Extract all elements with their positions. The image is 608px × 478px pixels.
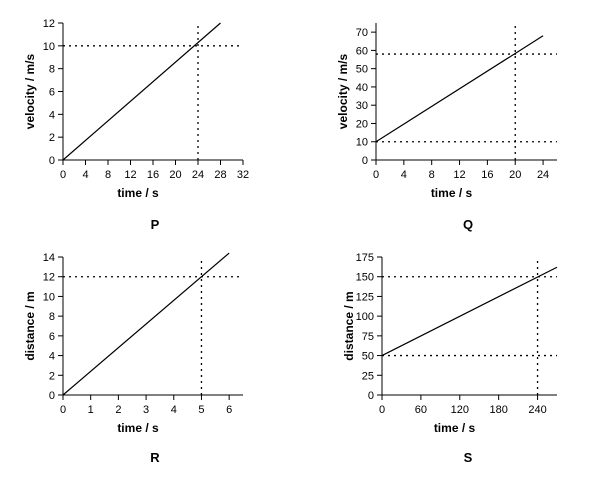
x-tick-label: 2	[115, 404, 121, 416]
y-tick-label: 6	[49, 87, 55, 99]
x-axis-title: time / s	[117, 186, 159, 200]
x-tick-label: 3	[143, 404, 149, 416]
y-tick-label: 6	[49, 331, 55, 343]
x-tick-label: 5	[198, 404, 204, 416]
x-tick-label: 4	[171, 404, 177, 416]
panel-label: Q	[463, 217, 473, 232]
x-tick-label: 20	[509, 169, 521, 181]
x-tick-label: 24	[192, 169, 204, 181]
x-tick-label: 0	[379, 404, 385, 416]
x-tick-label: 32	[237, 169, 249, 181]
y-tick-label: 50	[356, 64, 368, 76]
y-tick-label: 20	[356, 118, 368, 130]
y-tick-label: 2	[49, 370, 55, 382]
data-line	[381, 266, 558, 357]
data-line	[62, 22, 221, 161]
y-tick-label: 4	[49, 351, 55, 363]
x-axis-title: time / s	[434, 421, 476, 435]
y-tick-label: 125	[356, 291, 374, 303]
y-tick-label: 75	[362, 331, 374, 343]
data-line	[375, 35, 544, 143]
y-tick-label: 14	[43, 252, 55, 264]
y-tick-label: 2	[49, 132, 55, 144]
y-tick-label: 0	[368, 390, 374, 402]
x-tick-label: 240	[528, 404, 546, 416]
y-tick-label: 150	[356, 272, 374, 284]
x-axis-title: time / s	[117, 421, 159, 435]
y-axis-title: distance / m	[23, 291, 37, 360]
chart-panel-s: 0 60 120 180 240 0 25 50 75 100 125 150 175 time / s d…	[342, 252, 558, 465]
x-tick-label: 8	[105, 169, 111, 181]
y-tick-label: 10	[43, 41, 55, 53]
x-tick-label: 0	[373, 169, 379, 181]
x-tick-label: 4	[401, 169, 407, 181]
y-tick-label: 50	[362, 351, 374, 363]
y-axis-title: velocity / m/s	[336, 53, 350, 129]
y-tick-label: 30	[356, 100, 368, 112]
y-tick-label: 70	[356, 27, 368, 39]
x-tick-label: 20	[169, 169, 181, 181]
x-tick-label: 0	[60, 404, 66, 416]
x-tick-label: 16	[481, 169, 493, 181]
x-tick-label: 180	[489, 404, 507, 416]
y-tick-label: 10	[356, 137, 368, 149]
y-axis-title: distance / m	[342, 291, 356, 360]
y-tick-label: 8	[49, 311, 55, 323]
y-tick-label: 10	[43, 291, 55, 303]
y-tick-label: 8	[49, 64, 55, 76]
x-tick-label: 16	[147, 169, 159, 181]
x-tick-label: 12	[453, 169, 465, 181]
y-tick-label: 0	[362, 155, 368, 167]
y-tick-label: 100	[356, 311, 374, 323]
y-tick-label: 0	[49, 390, 55, 402]
y-tick-label: 25	[362, 370, 374, 382]
x-tick-label: 60	[415, 404, 427, 416]
y-tick-label: 12	[43, 272, 55, 284]
y-tick-label: 175	[356, 252, 374, 264]
data-line	[62, 252, 230, 396]
x-tick-label: 6	[226, 404, 232, 416]
x-tick-label: 120	[451, 404, 469, 416]
x-axis-title: time / s	[431, 186, 473, 200]
panel-label: R	[150, 450, 160, 465]
panel-label: S	[464, 450, 473, 465]
x-tick-label: 12	[124, 169, 136, 181]
x-tick-label: 4	[82, 169, 88, 181]
x-tick-label: 28	[214, 169, 226, 181]
y-tick-label: 40	[356, 82, 368, 94]
x-tick-label: 1	[88, 404, 94, 416]
y-axis-title: velocity / m/s	[23, 53, 37, 129]
y-tick-label: 0	[49, 155, 55, 167]
chart-panel-q: 0 4 8 12 16 20 24 0 10 20 30 40 50 60 70 time / s veloci…	[336, 23, 557, 232]
y-tick-label: 12	[43, 18, 55, 30]
panel-label: P	[151, 217, 160, 232]
x-tick-label: 24	[537, 169, 549, 181]
y-tick-label: 4	[49, 109, 55, 121]
x-tick-label: 0	[60, 169, 66, 181]
y-tick-label: 60	[356, 45, 368, 57]
x-tick-label: 8	[429, 169, 435, 181]
